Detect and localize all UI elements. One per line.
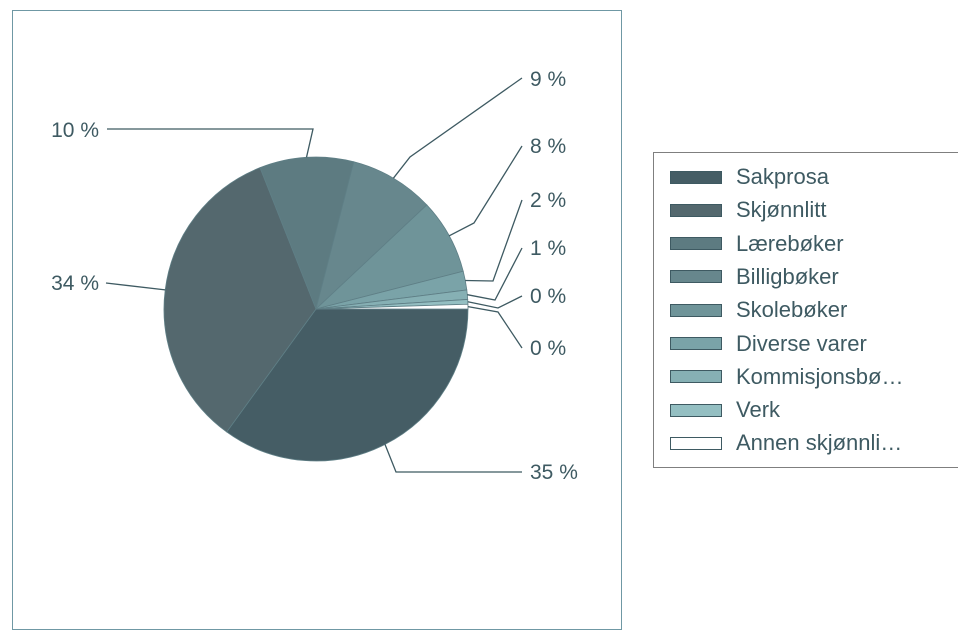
legend-label: Sakprosa: [736, 164, 829, 189]
legend-item: Sakprosa: [670, 162, 829, 192]
data-label: 10 %: [51, 119, 99, 142]
legend-item: Billigbøker: [670, 262, 839, 292]
legend-swatch: [670, 436, 722, 450]
data-label: 1 %: [530, 237, 566, 260]
legend-label: Billigbøker: [736, 263, 839, 289]
legend-item: Annen skjønnli…: [670, 428, 902, 458]
data-label: 34 %: [51, 272, 99, 295]
legend-swatch: [670, 303, 722, 317]
pie-slice-skjønnlitt: [163, 167, 317, 433]
leader-line: [467, 295, 523, 309]
legend-swatch: [670, 170, 722, 184]
legend-swatch: [670, 203, 722, 217]
leader-line: [107, 128, 314, 158]
data-label: 9 %: [530, 68, 566, 91]
leader-line: [465, 199, 523, 282]
legend-label: Lærebøker: [736, 230, 844, 256]
legend-label: Diverse varer: [736, 330, 867, 356]
legend-item: Diverse varer: [670, 329, 867, 359]
legend-swatch: [670, 270, 722, 284]
legend-label: Kommisjonsbø…: [736, 363, 904, 389]
legend-item: Lærebøker: [670, 229, 844, 259]
legend-label: Skolebøker: [736, 297, 848, 323]
pie-chart: 35 % 34 % 10 % 9 % 8 % 2 % 1 % 0 % 0 %: [51, 68, 578, 484]
pie-slice-sakprosa: [226, 308, 469, 462]
legend-label: Skjønnlitt: [736, 197, 827, 223]
leader-line: [467, 247, 523, 301]
leader-line: [384, 444, 522, 473]
leader-line: [105, 282, 166, 291]
data-label: 8 %: [530, 135, 566, 158]
legend-swatch: [670, 237, 722, 251]
legend-item: Skjønnlitt: [670, 195, 826, 225]
leader-line: [448, 145, 523, 237]
pie-slice-billigbøker: [315, 161, 428, 311]
legend-swatch: [670, 403, 722, 417]
data-label: 2 %: [530, 189, 566, 212]
legend-label: Verk: [736, 397, 781, 423]
chart-legend: Sakprosa Skjønnlitt Lærebøker Billigbøker Sk…: [653, 152, 958, 468]
data-label: 0 %: [530, 285, 566, 308]
pie-slice-annenskjønnli: [315, 303, 469, 310]
legend-item: Skolebøker: [670, 295, 847, 325]
pie-slice-lærebøker: [259, 156, 355, 311]
legend-swatch: [670, 370, 722, 384]
legend-item: Verk: [670, 395, 780, 425]
legend-swatch: [670, 337, 722, 350]
data-label: 0 %: [530, 337, 566, 360]
legend-item: Kommisjonsbø…: [670, 362, 903, 392]
data-label: 35 %: [530, 461, 578, 484]
legend-label: Annen skjønnli…: [736, 430, 903, 456]
leader-line: [467, 305, 523, 349]
leader-line: [392, 77, 523, 179]
